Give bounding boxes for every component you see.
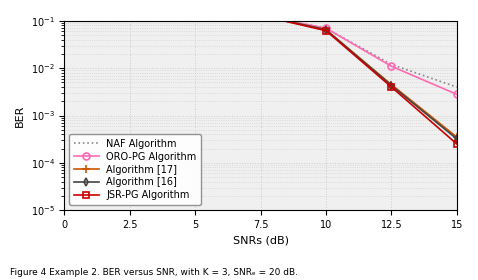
- Y-axis label: BER: BER: [15, 104, 25, 127]
- Algorithm [16]: [258, 14, 263, 17]
- Algorithm [17]: [323, 28, 329, 31]
- NAF Algorithm: [127, 7, 133, 11]
- Algorithm [17]: [62, 7, 67, 11]
- ORO-PG Algorithm: [127, 7, 133, 11]
- JSR-PG Algorithm: [389, 85, 394, 89]
- Line: NAF Algorithm: NAF Algorithm: [65, 9, 457, 87]
- JSR-PG Algorithm: [192, 8, 198, 12]
- X-axis label: SNRs (dB): SNRs (dB): [233, 235, 289, 245]
- Text: Figure 4 Example 2. BER versus SNR, with K = 3, SNRₑ = 20 dB.: Figure 4 Example 2. BER versus SNR, with…: [10, 268, 298, 277]
- NAF Algorithm: [258, 14, 263, 17]
- JSR-PG Algorithm: [258, 14, 263, 17]
- Line: Algorithm [17]: Algorithm [17]: [60, 5, 461, 141]
- Algorithm [17]: [389, 83, 394, 86]
- ORO-PG Algorithm: [454, 93, 460, 96]
- Algorithm [17]: [258, 14, 263, 17]
- JSR-PG Algorithm: [127, 7, 133, 11]
- ORO-PG Algorithm: [258, 14, 263, 17]
- Line: JSR-PG Algorithm: JSR-PG Algorithm: [62, 6, 459, 147]
- NAF Algorithm: [323, 27, 329, 30]
- Line: ORO-PG Algorithm: ORO-PG Algorithm: [61, 5, 460, 98]
- NAF Algorithm: [62, 7, 67, 11]
- Algorithm [16]: [389, 84, 394, 87]
- ORO-PG Algorithm: [192, 8, 198, 12]
- NAF Algorithm: [454, 85, 460, 89]
- Algorithm [17]: [192, 8, 198, 12]
- NAF Algorithm: [192, 8, 198, 12]
- NAF Algorithm: [389, 63, 394, 66]
- Algorithm [16]: [127, 7, 133, 11]
- Legend: NAF Algorithm, ORO-PG Algorithm, Algorithm [17], Algorithm [16], JSR-PG Algorith: NAF Algorithm, ORO-PG Algorithm, Algorit…: [69, 134, 201, 205]
- Algorithm [17]: [454, 136, 460, 139]
- Algorithm [16]: [62, 7, 67, 11]
- JSR-PG Algorithm: [454, 142, 460, 146]
- Algorithm [16]: [192, 8, 198, 12]
- Algorithm [16]: [454, 137, 460, 141]
- JSR-PG Algorithm: [323, 29, 329, 32]
- Line: Algorithm [16]: Algorithm [16]: [62, 6, 459, 142]
- ORO-PG Algorithm: [62, 7, 67, 11]
- Algorithm [17]: [127, 7, 133, 11]
- ORO-PG Algorithm: [389, 65, 394, 68]
- JSR-PG Algorithm: [62, 7, 67, 11]
- Algorithm [16]: [323, 28, 329, 31]
- ORO-PG Algorithm: [323, 27, 329, 30]
